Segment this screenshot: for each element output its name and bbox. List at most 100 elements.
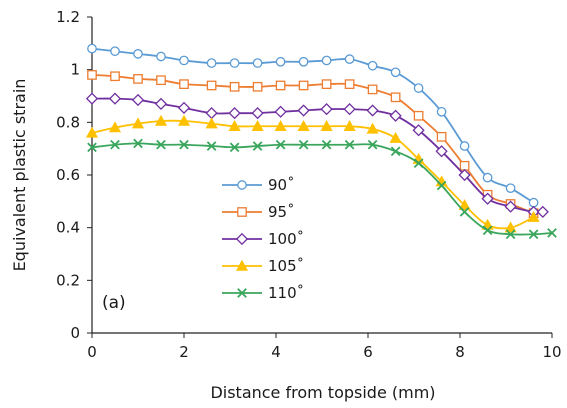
y-tick-label: 1.2 <box>56 8 80 26</box>
data-point <box>459 207 470 217</box>
y-tick-label: 0.4 <box>56 219 80 237</box>
data-point <box>459 160 470 171</box>
data-point <box>229 142 240 153</box>
data-point <box>177 101 191 114</box>
data-point <box>413 83 424 93</box>
data-point <box>297 120 310 131</box>
data-point <box>481 192 494 205</box>
legend-marker <box>235 259 249 271</box>
series-4 <box>85 114 540 233</box>
data-point <box>274 120 287 131</box>
data-point <box>228 120 241 131</box>
data-point <box>343 120 356 131</box>
data-point <box>458 199 471 210</box>
series-1 <box>87 43 539 208</box>
data-point <box>252 141 263 151</box>
series-5 <box>87 138 557 240</box>
data-point <box>133 138 143 149</box>
data-point <box>344 54 355 64</box>
data-point <box>205 117 218 129</box>
legend-marker <box>235 232 249 246</box>
data-point <box>343 103 356 116</box>
data-point <box>390 67 401 78</box>
data-point <box>156 75 166 86</box>
data-point <box>133 49 143 59</box>
y-tick-label: 0.8 <box>56 113 80 131</box>
y-tick-label: 0 <box>70 324 80 342</box>
series-3 <box>85 92 549 218</box>
data-point <box>275 139 286 150</box>
data-point <box>228 106 241 120</box>
panel-label: (a) <box>102 293 126 313</box>
legend-marker <box>237 180 247 190</box>
data-point <box>85 126 99 138</box>
data-point <box>536 205 549 218</box>
data-point <box>154 114 168 126</box>
data-point <box>205 106 218 120</box>
data-point <box>298 139 309 150</box>
data-point <box>390 92 401 103</box>
legend-label: 100˚ <box>268 230 304 248</box>
data-point <box>131 93 145 107</box>
data-point <box>110 71 120 82</box>
data-point <box>435 145 448 158</box>
data-point <box>528 229 539 240</box>
data-point <box>87 43 97 54</box>
data-point <box>108 121 122 133</box>
legend-label: 90˚ <box>268 176 295 194</box>
data-point <box>413 158 424 168</box>
data-point <box>252 58 263 68</box>
data-point <box>154 97 168 111</box>
data-point <box>298 80 309 91</box>
data-point <box>156 51 166 62</box>
data-point <box>85 92 99 105</box>
data-point <box>252 81 263 92</box>
y-tick-label: 0.2 <box>56 271 80 289</box>
data-point <box>344 79 355 89</box>
data-point <box>321 139 332 150</box>
data-point <box>482 225 493 236</box>
data-point <box>320 120 333 131</box>
data-point <box>389 109 402 122</box>
legend-marker <box>237 288 247 298</box>
data-point <box>436 180 447 191</box>
data-point <box>251 106 264 120</box>
data-point <box>321 79 332 89</box>
data-point <box>413 110 424 121</box>
legend-marker <box>237 207 247 217</box>
legend: 90˚ 95˚ 100˚ 105˚ 110˚ <box>222 176 304 302</box>
data-point <box>206 80 217 91</box>
data-point <box>320 103 333 116</box>
data-point <box>436 106 447 117</box>
data-point <box>482 172 493 183</box>
legend-label: 95˚ <box>268 203 295 221</box>
x-tick-label: 6 <box>363 343 373 361</box>
data-point <box>275 80 286 91</box>
legend-entry: 90˚ <box>222 176 295 194</box>
data-point <box>412 124 425 137</box>
data-point <box>504 221 517 233</box>
data-point <box>297 104 310 117</box>
x-tick-label: 0 <box>87 343 97 361</box>
data-point <box>389 131 402 143</box>
x-tick-label: 10 <box>542 343 561 361</box>
x-tick-label: 2 <box>179 343 189 361</box>
data-point <box>367 60 378 71</box>
data-point <box>505 183 516 194</box>
data-point <box>206 141 217 151</box>
data-point <box>367 139 378 150</box>
data-point <box>390 146 401 157</box>
data-point <box>274 105 287 118</box>
series-line <box>91 97 543 214</box>
legend-label: 105˚ <box>268 257 304 275</box>
data-point <box>527 210 540 222</box>
data-point <box>156 139 166 150</box>
data-point <box>436 131 447 142</box>
data-point <box>321 55 332 66</box>
series-layer <box>85 43 557 240</box>
data-point <box>344 139 355 150</box>
data-point <box>179 79 189 89</box>
data-point <box>131 117 145 129</box>
data-point <box>505 229 516 240</box>
data-point <box>110 139 120 150</box>
